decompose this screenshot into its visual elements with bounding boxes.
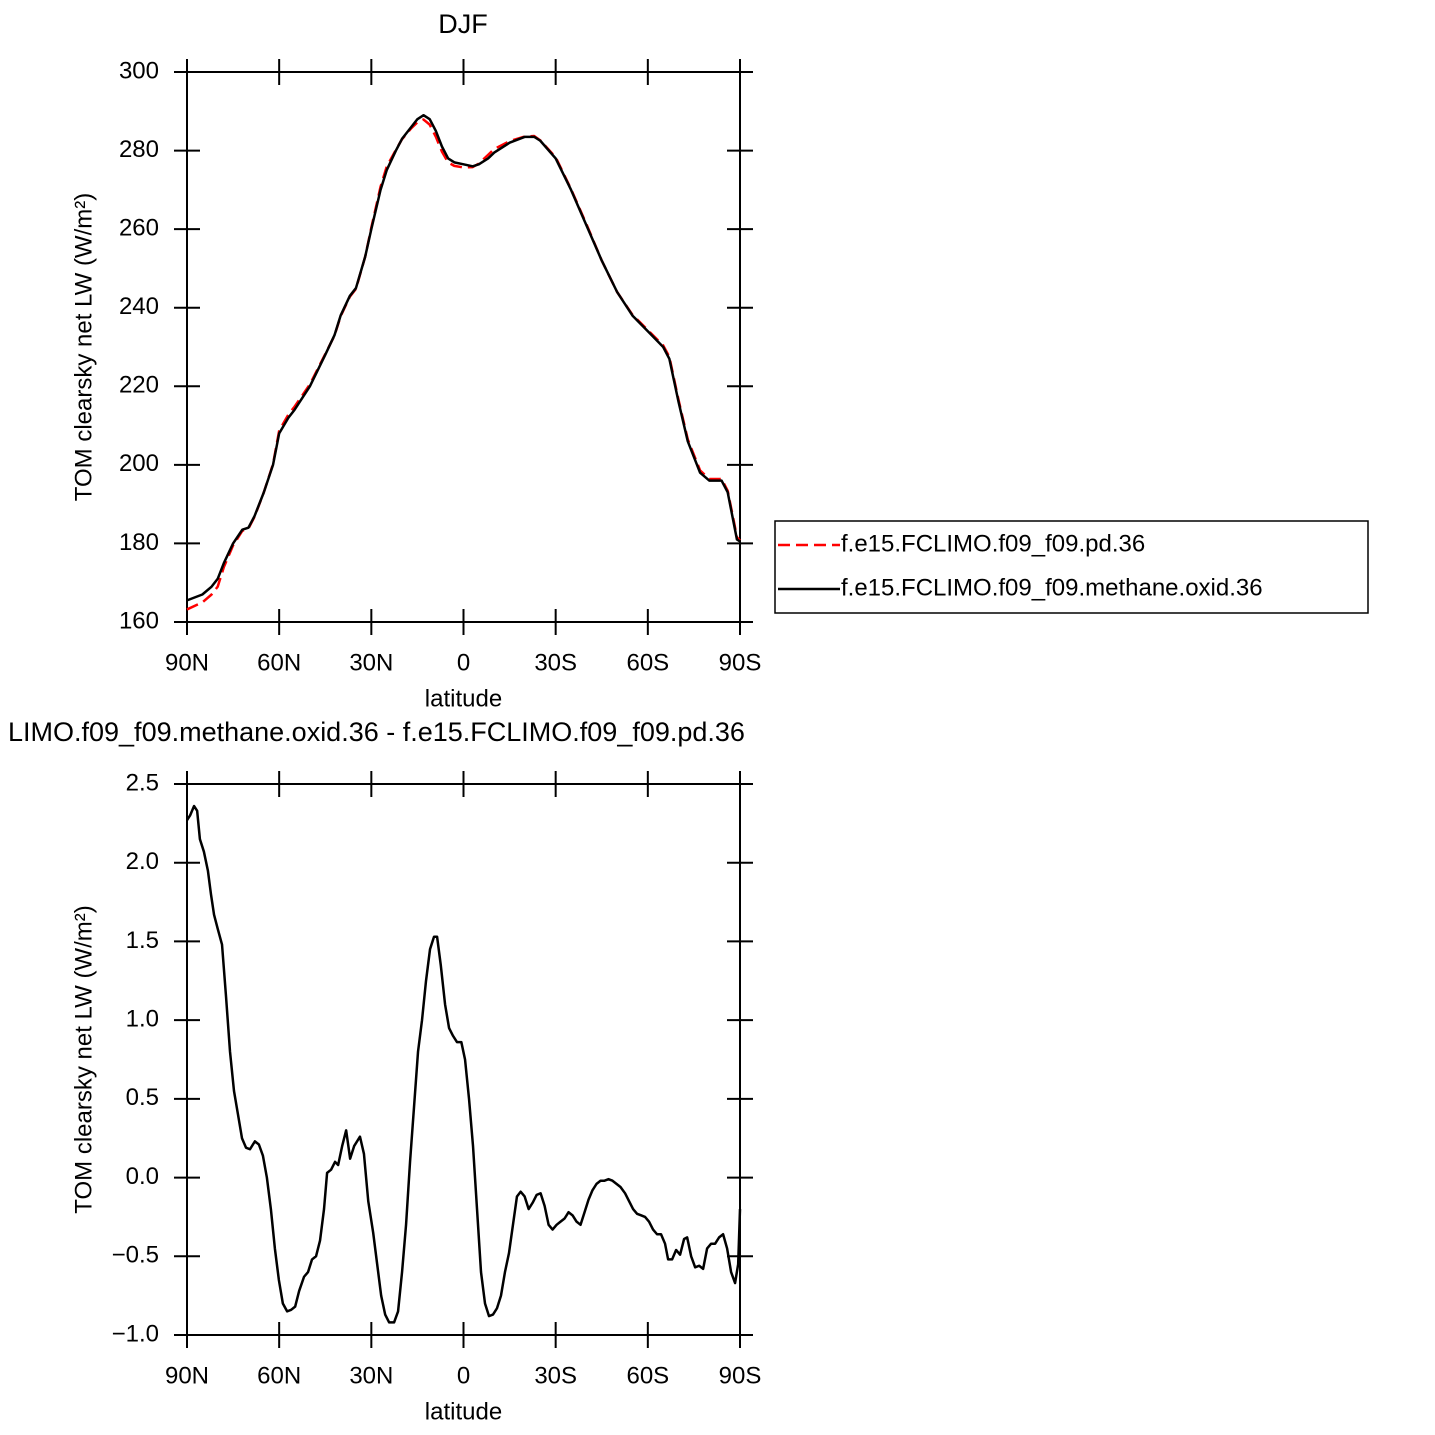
x-tick-label: 60N bbox=[257, 649, 301, 676]
y-tick-label: 1.5 bbox=[126, 927, 159, 954]
x-tick-label: 0 bbox=[457, 1362, 470, 1389]
y-tick-label: 2.5 bbox=[126, 769, 159, 796]
y-axis-label: TOM clearsky net LW (W/m²) bbox=[70, 193, 97, 501]
y-tick-label: −0.5 bbox=[112, 1242, 159, 1269]
x-tick-label: 30S bbox=[534, 649, 577, 676]
y-tick-label: 160 bbox=[119, 607, 159, 634]
y-tick-label: 1.0 bbox=[126, 1005, 159, 1032]
legend-box bbox=[774, 520, 1369, 614]
x-tick-label: 30S bbox=[534, 1362, 577, 1389]
y-tick-label: 300 bbox=[119, 57, 159, 84]
y-tick-label: 240 bbox=[119, 293, 159, 320]
data-line bbox=[186, 118, 741, 611]
chart-title: DJF bbox=[438, 9, 488, 39]
y-tick-label: 220 bbox=[119, 372, 159, 399]
x-tick-label: 30N bbox=[349, 649, 393, 676]
x-tick-label: 90S bbox=[719, 649, 762, 676]
y-tick-label: −1.0 bbox=[112, 1320, 159, 1347]
data-line bbox=[186, 113, 741, 602]
x-tick-label: 30N bbox=[349, 1362, 393, 1389]
legend-label: f.e15.FCLIMO.f09_f09.methane.oxid.36 bbox=[841, 574, 1263, 601]
y-tick-label: 280 bbox=[119, 136, 159, 163]
x-tick-label: 90N bbox=[165, 649, 209, 676]
y-tick-label: 260 bbox=[119, 214, 159, 241]
x-tick-label: 90S bbox=[719, 1362, 762, 1389]
plot-frame bbox=[186, 783, 741, 1336]
x-tick-label: 90N bbox=[165, 1362, 209, 1389]
x-axis-label: latitude bbox=[425, 1398, 502, 1425]
y-tick-label: 200 bbox=[119, 450, 159, 477]
chart-title: LIMO.f09_f09.methane.oxid.36 - f.e15.FCL… bbox=[8, 717, 745, 747]
y-tick-label: 2.0 bbox=[126, 848, 159, 875]
y-tick-label: 180 bbox=[119, 529, 159, 556]
plot-frame bbox=[186, 71, 741, 623]
x-tick-label: 0 bbox=[457, 649, 470, 676]
x-axis-label: latitude bbox=[425, 685, 502, 712]
legend-label: f.e15.FCLIMO.f09_f09.pd.36 bbox=[841, 530, 1145, 557]
x-tick-label: 60N bbox=[257, 1362, 301, 1389]
data-line bbox=[185, 804, 742, 1324]
x-tick-label: 60S bbox=[626, 1362, 669, 1389]
y-tick-label: 0.5 bbox=[126, 1084, 159, 1111]
x-tick-label: 60S bbox=[626, 649, 669, 676]
y-tick-label: 0.0 bbox=[126, 1163, 159, 1190]
y-axis-label: TOM clearsky net LW (W/m²) bbox=[70, 905, 97, 1213]
